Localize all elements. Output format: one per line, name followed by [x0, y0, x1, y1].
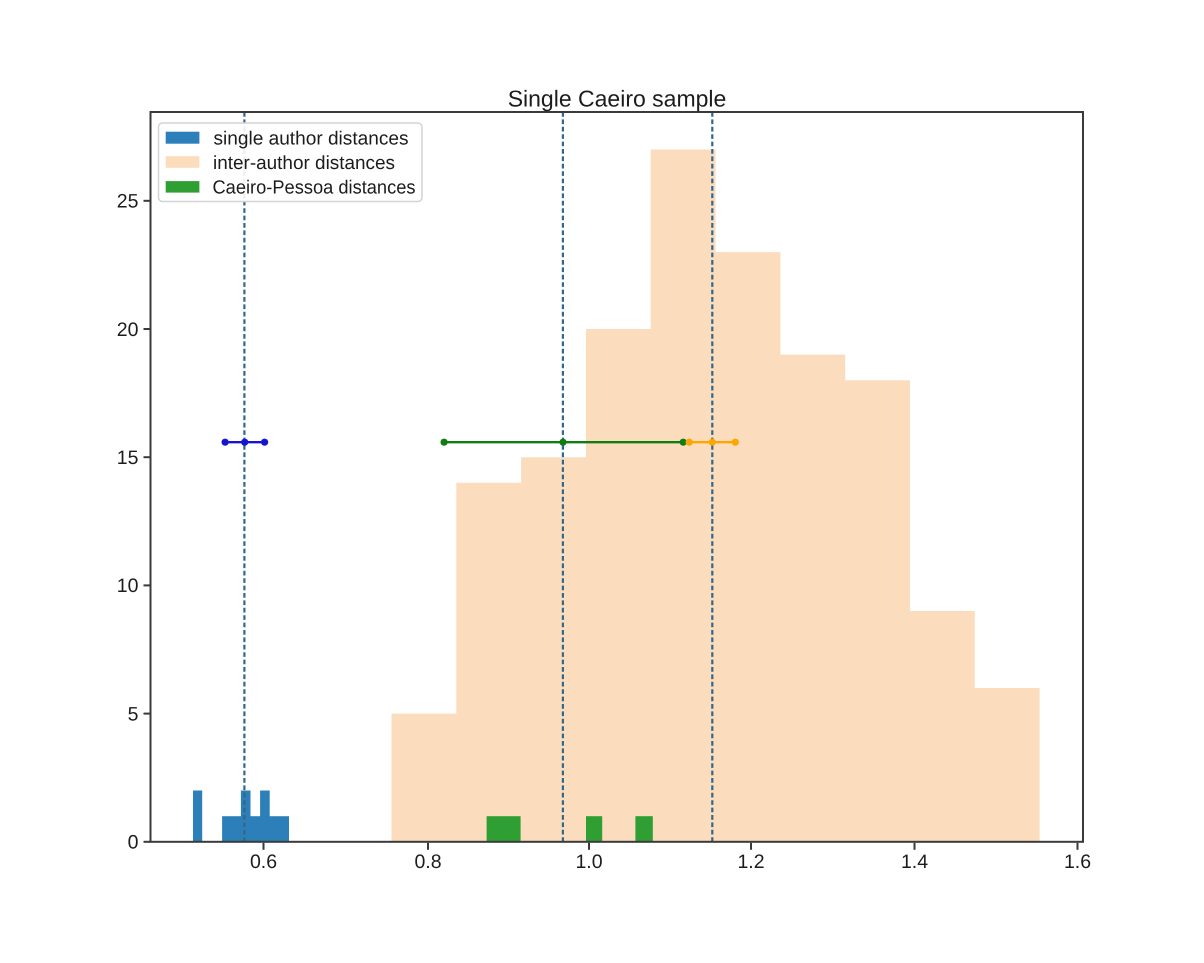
- svg-text:1.4: 1.4: [901, 851, 928, 873]
- svg-text:single author distances: single author distances: [214, 128, 409, 149]
- svg-text:0.8: 0.8: [414, 851, 441, 873]
- svg-text:inter-author distances: inter-author distances: [213, 153, 395, 174]
- svg-text:25: 25: [117, 191, 139, 213]
- svg-text:1.6: 1.6: [1064, 851, 1091, 873]
- svg-text:15: 15: [117, 447, 139, 469]
- svg-text:1.0: 1.0: [575, 851, 602, 873]
- svg-text:Caeiro-Pessoa distances: Caeiro-Pessoa distances: [213, 178, 416, 199]
- svg-text:10: 10: [117, 575, 139, 597]
- svg-text:Single Caeiro sample: Single Caeiro sample: [508, 86, 727, 112]
- svg-text:5: 5: [128, 703, 139, 725]
- svg-text:20: 20: [117, 319, 139, 341]
- svg-text:1.2: 1.2: [737, 851, 764, 873]
- svg-text:0: 0: [128, 832, 139, 854]
- svg-text:0.6: 0.6: [250, 851, 277, 873]
